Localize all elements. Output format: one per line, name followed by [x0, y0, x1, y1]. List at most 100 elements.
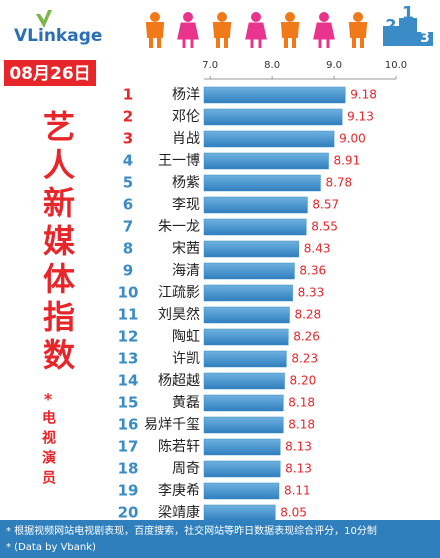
- bar: [203, 284, 293, 302]
- logo-text: VLinkage: [14, 26, 102, 46]
- category-label: 陈若轩: [158, 438, 200, 455]
- category-label: 江疏影: [158, 285, 200, 301]
- figure-body: [212, 22, 232, 48]
- bar: [203, 130, 335, 148]
- category-label: 杨洋: [172, 87, 200, 103]
- rank: 11: [118, 306, 139, 324]
- figure-head: [251, 12, 261, 22]
- value-label: 8.05: [280, 506, 307, 520]
- bar: [203, 416, 284, 434]
- rank: 17: [118, 438, 139, 456]
- category-label: 易烊千玺: [144, 417, 200, 433]
- rank: 19: [118, 482, 139, 500]
- rank: 9: [123, 262, 133, 280]
- category-label: 周奇: [172, 460, 200, 477]
- bar: [203, 460, 281, 478]
- x-tick-label: 7.0: [202, 60, 218, 71]
- date-box: [4, 60, 96, 86]
- footnote: * (Data by Vbank): [6, 542, 96, 553]
- value-label: 9.13: [347, 110, 374, 124]
- value-label: 8.18: [288, 396, 315, 410]
- rank: 12: [118, 328, 139, 346]
- rank: 8: [123, 240, 133, 258]
- podium-label: 3: [420, 30, 430, 46]
- value-label: 8.78: [325, 176, 352, 190]
- title: 艺人新媒体指数: [38, 110, 76, 376]
- podium: 2 1 3: [383, 3, 433, 46]
- value-label: 8.23: [291, 352, 318, 366]
- value-label: 8.11: [284, 484, 311, 498]
- category-label: 黄磊: [172, 394, 200, 411]
- subtitle: 电视演员: [40, 409, 56, 490]
- category-label: 刘昊然: [158, 306, 200, 323]
- x-tick-label: 9.0: [326, 60, 342, 71]
- value-label: 9.00: [339, 132, 366, 146]
- value-label: 8.57: [312, 198, 339, 212]
- bar: [203, 504, 276, 522]
- bar: [203, 394, 284, 412]
- rank: 3: [123, 130, 133, 148]
- bar: [203, 174, 321, 192]
- value-label: 8.43: [304, 242, 331, 256]
- logo: VLinkage: [14, 10, 102, 46]
- figure-body: [245, 22, 267, 48]
- category-label: 李现: [172, 197, 200, 213]
- bar: [203, 482, 280, 500]
- value-label: 8.26: [293, 330, 320, 344]
- bar: [203, 350, 287, 368]
- category-label: 海清: [172, 263, 200, 279]
- bar: [203, 372, 285, 390]
- value-label: 8.13: [285, 440, 312, 454]
- footer-bg: [0, 520, 440, 558]
- figure-head: [353, 12, 363, 22]
- rank: 16: [118, 416, 139, 434]
- value-label: 8.55: [311, 220, 338, 234]
- rank: 4: [123, 152, 133, 170]
- figure-head: [217, 12, 227, 22]
- rank: 2: [123, 108, 133, 126]
- bar: [203, 262, 295, 280]
- rank: 18: [118, 460, 139, 478]
- figure-body: [280, 22, 300, 48]
- value-label: 8.33: [298, 286, 325, 300]
- rank: 15: [118, 394, 139, 412]
- value-label: 8.36: [299, 264, 326, 278]
- subtitle-mark: *: [44, 390, 53, 409]
- category-label: 肖战: [172, 131, 200, 147]
- figure-head: [150, 12, 160, 22]
- x-tick-label: 10.0: [385, 60, 407, 71]
- bar: [203, 196, 308, 214]
- rank: 5: [123, 174, 133, 192]
- category-label: 宋茜: [172, 241, 200, 257]
- figures: [145, 12, 368, 48]
- footnote: * 根据视频网站电视剧表现，百度搜索，社交网站等昨日数据表现综合评分，10分制: [6, 524, 377, 537]
- rank: 6: [123, 196, 133, 214]
- category-label: 邓伦: [172, 109, 200, 125]
- x-tick-label: 8.0: [264, 60, 280, 71]
- value-label: 8.13: [285, 462, 312, 476]
- category-label: 杨超越: [158, 373, 200, 389]
- value-label: 8.91: [333, 154, 360, 168]
- figure-body: [348, 22, 368, 48]
- bar: [203, 306, 290, 324]
- category-label: 李庚希: [158, 483, 200, 499]
- bar: [203, 152, 329, 170]
- rank: 13: [118, 350, 139, 368]
- category-label: 朱一龙: [158, 219, 200, 235]
- rank: 1: [123, 86, 133, 104]
- bar: [203, 108, 343, 126]
- rank: 14: [118, 372, 139, 390]
- figure-head: [183, 12, 193, 22]
- figure-body: [145, 22, 165, 48]
- figure-head: [285, 12, 295, 22]
- category-label: 梁靖康: [158, 504, 200, 521]
- podium-label: 1: [402, 3, 415, 24]
- value-label: 8.28: [294, 308, 321, 322]
- podium-label: 2: [385, 16, 396, 35]
- date: 08月26日: [9, 64, 90, 84]
- figure-body: [177, 22, 199, 48]
- bar: [203, 328, 289, 346]
- category-label: 许凯: [172, 351, 200, 367]
- bar: [203, 86, 346, 104]
